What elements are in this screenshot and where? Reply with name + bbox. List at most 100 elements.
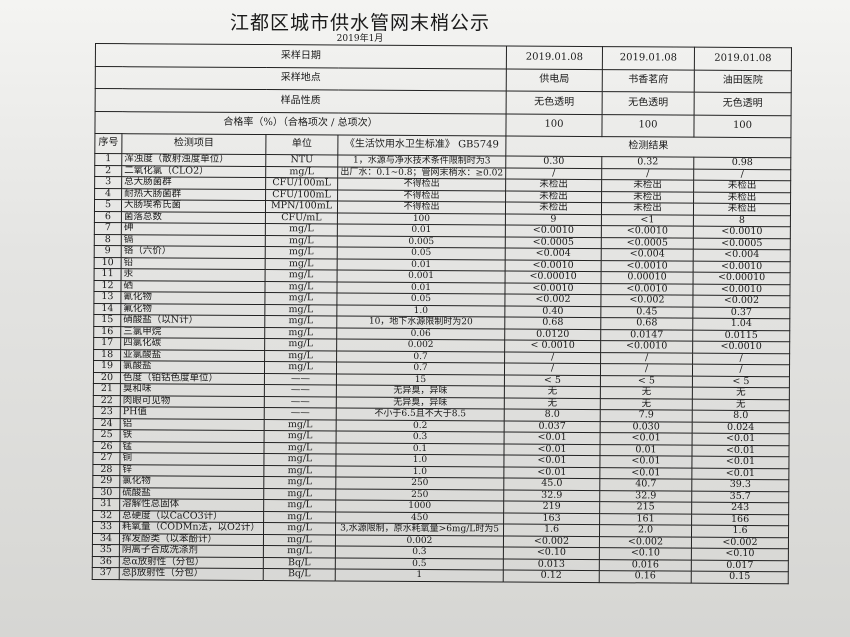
standard-limit: 0.06 [336, 327, 505, 341]
result-3: / [692, 352, 790, 365]
unit: mg/L [265, 223, 338, 236]
unit: Bq/L [263, 557, 336, 569]
result-2: <0.10 [599, 547, 692, 560]
result-1: 0.68 [504, 317, 601, 330]
result-2: 0.0147 [600, 329, 693, 342]
row-no: 26 [92, 440, 121, 453]
result-2: <0.0010 [601, 260, 694, 273]
result-1: 9 [505, 213, 602, 226]
unit: mg/L [265, 166, 338, 178]
row-no: 20 [93, 371, 121, 384]
column-header-item: 检测项目 [121, 133, 266, 155]
item-name: 二氧化氯（CLO2） [121, 165, 266, 178]
unit: mg/L [263, 545, 336, 558]
row-no: 23 [93, 406, 121, 419]
result-1: 无 [504, 397, 601, 410]
standard-limit: 0.1 [335, 442, 505, 456]
standard-limit: 出厂水：0.1~0.8；管网末梢水：≥0.02 [337, 166, 506, 180]
item-name: 大肠埃希氏菌 [121, 199, 266, 213]
result-1: 0.013 [503, 558, 600, 571]
item-name: PH值 [120, 406, 265, 420]
standard-limit: 250 [335, 476, 504, 490]
result-3: <0.10 [691, 548, 789, 561]
result-3: <0.00010 [693, 272, 791, 285]
result-2: 7.9 [600, 409, 693, 422]
standard-limit: 15 [336, 373, 505, 387]
unit: mg/L [264, 338, 337, 351]
standard-limit: 无异臭，异味 [336, 384, 505, 398]
result-2: <0.0010 [600, 283, 694, 296]
result-1: 163 [503, 512, 600, 525]
result-3: 8 [693, 214, 791, 227]
row-no: 28 [92, 463, 120, 476]
column-header-unit: 单位 [265, 134, 338, 155]
result-1: < 5 [504, 374, 601, 387]
item-name: 铅 [121, 257, 266, 270]
unit: mg/L [264, 327, 337, 339]
result-1: / [505, 167, 602, 180]
standard-limit: 0.3 [335, 545, 504, 559]
result-3: 166 [691, 513, 789, 526]
result-1: <0.00010 [505, 271, 602, 284]
standard-limit: 3,水源限制，原水耗氧量>6mg/L时为5 [335, 522, 504, 536]
header-value: 油田医院 [694, 69, 792, 93]
result-3: 0.0115 [692, 329, 790, 342]
result-1: 8.0 [504, 409, 601, 422]
row-no: 16 [93, 325, 121, 338]
row-no: 11 [94, 268, 122, 281]
standard-limit: 0.01 [336, 281, 506, 295]
result-3: 未检出 [693, 180, 791, 193]
result-2: 0.01 [599, 444, 693, 457]
header-value: 书香茗府 [602, 69, 695, 93]
item-name: 锌 [119, 464, 264, 477]
standard-limit: 0.7 [336, 350, 505, 364]
unit: mg/L [263, 522, 336, 535]
unit: mg/L [263, 476, 336, 489]
item-name: 氰化物 [120, 291, 265, 305]
header-value: 2019.01.08 [506, 46, 603, 70]
unit: —— [264, 384, 337, 397]
standard-limit: 0.7 [336, 361, 505, 375]
result-2: 无 [600, 398, 693, 411]
result-1: 219 [503, 501, 600, 514]
item-name: 镉 [121, 234, 266, 247]
result-3: <0.01 [691, 467, 789, 480]
item-name: 铝 [120, 418, 265, 431]
result-3: <0.002 [691, 536, 789, 549]
result-3: 0.37 [692, 306, 790, 319]
unit: mg/L [264, 350, 337, 362]
result-3: 39.3 [691, 479, 789, 492]
result-2: / [600, 363, 693, 376]
result-1: 无 [504, 386, 601, 399]
result-2: 215 [599, 501, 692, 514]
result-1: <0.01 [503, 455, 600, 468]
unit: mg/L [265, 258, 338, 270]
result-3: 1.6 [691, 525, 789, 538]
unit: mg/L [264, 419, 337, 431]
result-2: 未检出 [601, 179, 694, 192]
result-3: / [692, 364, 790, 377]
result-2: / [600, 352, 693, 365]
item-name: 耐热大肠菌群 [121, 188, 266, 201]
result-1: 未检出 [505, 179, 602, 192]
unit: mg/L [265, 246, 338, 259]
header-value: 无色透明 [694, 92, 792, 116]
row-no: 17 [93, 337, 121, 350]
unit: mg/L [264, 292, 337, 305]
result-2: <0.002 [599, 536, 692, 549]
result-2: 0.45 [600, 306, 693, 319]
result-1: 0.037 [504, 420, 601, 433]
item-name: 三氯甲烷 [120, 326, 265, 339]
result-2: 未检出 [601, 191, 694, 204]
result-2: <1 [601, 214, 694, 227]
standard-limit: 1，水源与净水技术条件限制时为3 [337, 154, 506, 168]
row-no: 30 [92, 486, 120, 499]
result-3: 1.04 [692, 318, 790, 331]
item-name: 肉眼可见物 [120, 395, 265, 408]
item-name: 浑浊度（散射浊度单位） [121, 153, 266, 167]
column-header-no: 序号 [94, 133, 122, 154]
standard-limit: 不得检出 [337, 189, 506, 203]
unit: mg/L [263, 534, 336, 546]
standard-limit: 0.05 [337, 246, 506, 260]
header-value: 100 [693, 114, 792, 138]
